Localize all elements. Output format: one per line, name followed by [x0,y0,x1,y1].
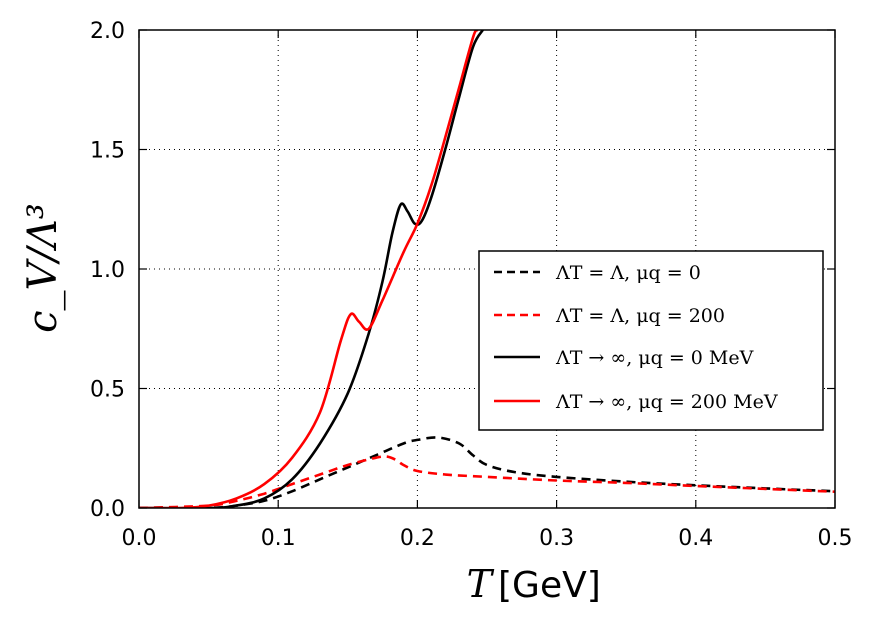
y-tick-label: 0.5 [90,378,125,403]
x-tick-label: 0.4 [678,526,713,551]
series-lines [139,30,835,508]
legend-label-3: ΛT → ∞, μq = 0 MeV [555,347,754,369]
y-tick-label: 2.0 [90,19,125,44]
y-tick-label: 0.0 [90,497,125,522]
legend: ΛT = Λ, μq = 0 ΛT = Λ, μq = 200 ΛT → ∞, … [478,250,824,431]
y-tick-label: 1.0 [90,258,125,283]
series-line-4 [139,30,479,508]
x-tick-label: 0.2 [400,526,435,551]
legend-label-1: ΛT = Λ, μq = 0 [555,262,701,284]
series-line-3 [139,30,484,508]
tick-marks [138,29,836,509]
x-tick-label: 0.1 [261,526,296,551]
legend-label-2: ΛT = Λ, μq = 200 [555,305,725,327]
series-line-1 [139,436,835,508]
x-axis-unit: [GeV] [498,565,601,606]
x-axis-label: T [467,562,495,606]
y-tick-label: 1.5 [90,139,125,164]
tick-labels: 0.0 0.1 0.2 0.3 0.4 0.5 0.0 0.5 1.0 1.5 2.0 [90,19,853,551]
y-axis-label: c_V/Λ³ [20,203,66,333]
x-tick-label: 0.5 [818,526,853,551]
x-tick-label: 0.0 [122,526,157,551]
legend-label-4: ΛT → ∞, μq = 200 MeV [555,391,778,413]
series-line-2 [139,455,835,508]
x-tick-label: 0.3 [539,526,574,551]
